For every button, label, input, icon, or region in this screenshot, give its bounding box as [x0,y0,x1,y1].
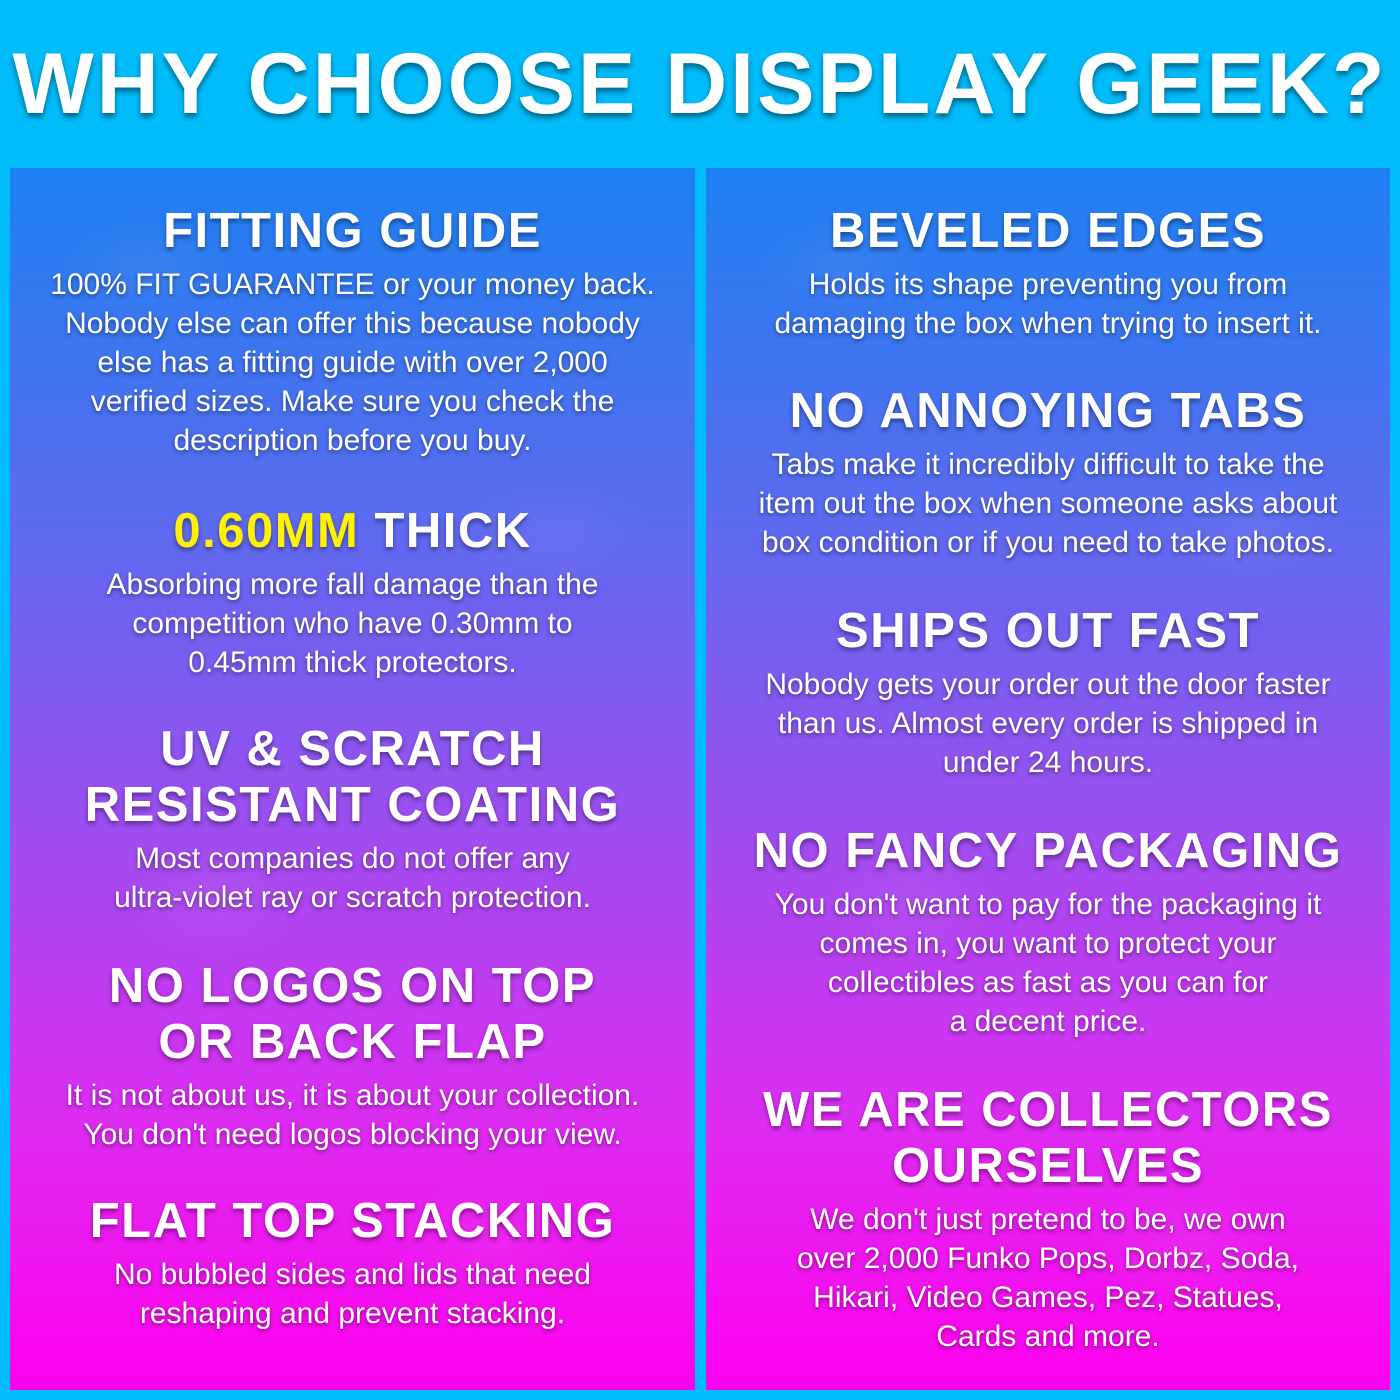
description-line: ultra-violet ray or scratch protection. [114,881,591,914]
feature-description: 100% FIT GUARANTEE or your money back. No… [10,265,695,460]
feature-heading: NO ANNOYING TABS [789,384,1307,438]
feature-heading: NO FANCY PACKAGING [753,824,1343,878]
description-line: Cards and more. [936,1320,1160,1353]
description-line: You don't want to pay for the packaging … [774,888,1322,921]
feature-description: Holds its shape preventing you from damag… [706,265,1390,343]
page-title: WHY CHOOSE DISPLAY GEEK? [12,36,1388,132]
feature-section: FLAT TOP STACKING No bubbled sides and li… [10,1193,695,1333]
feature-section: NO FANCY PACKAGING You don't want to pay … [706,823,1390,1041]
description-line: Hikari, Video Games, Pez, Statues, [813,1281,1283,1314]
feature-section: NO ANNOYING TABS Tabs make it incredibly … [706,383,1390,562]
feature-heading-highlight: 0.60MM [173,504,360,558]
feature-heading: 0.60MM THICK [10,503,695,559]
feature-description: We don't just pretend to be, we own over … [706,1200,1390,1356]
description-line: damaging the box when trying to insert i… [774,307,1322,340]
description-line: under 24 hours. [942,746,1154,779]
description-line: competition who have 0.30mm to [132,607,573,640]
description-line: box condition or if you need to take pho… [761,526,1335,559]
feature-heading: FLAT TOP STACKING [89,1194,616,1248]
description-line: else has a fitting guide with over 2,000 [97,346,608,379]
description-line: description before you buy. [173,424,532,457]
description-line: item out the box when someone asks about [758,487,1338,520]
description-line: comes in, you want to protect your [819,927,1277,960]
feature-heading: BEVELED EDGES [829,204,1267,258]
feature-heading-text: THICK [359,504,532,558]
feature-description: Tabs make it incredibly difficult to tak… [706,445,1390,562]
feature-section: WE ARE COLLECTORS OURSELVES We don't just … [706,1082,1390,1356]
description-line: You don't need logos blocking your view. [83,1118,622,1151]
feature-description: Absorbing more fall damage than the compe… [10,565,695,682]
description-line: It is not about us, it is about your col… [65,1079,640,1112]
description-line: Nobody gets your order out the door fast… [765,668,1331,701]
right-feature-panel: BEVELED EDGES Holds its shape preventing … [706,168,1390,1390]
feature-description: You don't want to pay for the packaging … [706,885,1390,1041]
feature-heading: WE ARE COLLECTORS [763,1083,1333,1137]
feature-section: 0.60MM THICK Absorbing more fall damage t… [10,503,695,682]
feature-heading: RESISTANT COATING [84,778,621,832]
feature-heading: SHIPS OUT FAST [836,604,1260,658]
feature-heading: OURSELVES [891,1139,1205,1193]
description-line: verified sizes. Make sure you check the [90,385,615,418]
feature-heading: FITTING GUIDE [163,204,542,258]
feature-description: Most companies do not offer any ultra-vio… [10,839,695,917]
feature-heading: UV & SCRATCH [160,722,545,776]
feature-section: SHIPS OUT FAST Nobody gets your order out… [706,603,1390,782]
feature-section: NO LOGOS ON TOP OR BACK FLAP It is not abo… [10,958,695,1154]
description-line: 0.45mm thick protectors. [188,646,517,679]
feature-heading: NO LOGOS ON TOP [108,959,597,1013]
description-line: Most companies do not offer any [135,842,570,875]
feature-heading: OR BACK FLAP [158,1015,547,1069]
description-line: 100% FIT GUARANTEE or your money back. [50,268,655,301]
description-line: than us. Almost every order is shipped i… [777,707,1319,740]
description-line: We don't just pretend to be, we own [810,1203,1286,1236]
description-line: collectibles as fast as you can for [827,966,1269,999]
description-line: a decent price. [949,1005,1147,1038]
feature-description: Nobody gets your order out the door fast… [706,665,1390,782]
feature-description: It is not about us, it is about your col… [10,1076,695,1154]
description-line: Holds its shape preventing you from [808,268,1288,301]
description-line: Tabs make it incredibly difficult to tak… [771,448,1325,481]
left-feature-panel: FITTING GUIDE 100% FIT GUARANTEE or your … [10,168,695,1390]
description-line: Nobody else can offer this because nobod… [65,307,640,340]
feature-section: UV & SCRATCH RESISTANT COATING Most compan… [10,721,695,917]
feature-section: BEVELED EDGES Holds its shape preventing … [706,203,1390,343]
description-line: reshaping and prevent stacking. [139,1297,566,1330]
feature-section: FITTING GUIDE 100% FIT GUARANTEE or your … [10,203,695,460]
feature-description: No bubbled sides and lids that need resha… [10,1255,695,1333]
description-line: over 2,000 Funko Pops, Dorbz, Soda, [797,1242,1299,1275]
description-line: No bubbled sides and lids that need [113,1258,591,1291]
description-line: Absorbing more fall damage than the [106,568,599,601]
